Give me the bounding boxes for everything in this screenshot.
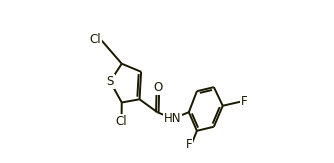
Text: HN: HN [164,112,181,125]
Text: F: F [185,138,192,151]
Text: O: O [154,82,163,95]
Text: Cl: Cl [116,115,127,128]
Text: S: S [107,75,114,88]
Text: Cl: Cl [89,33,101,46]
Text: F: F [240,95,247,108]
